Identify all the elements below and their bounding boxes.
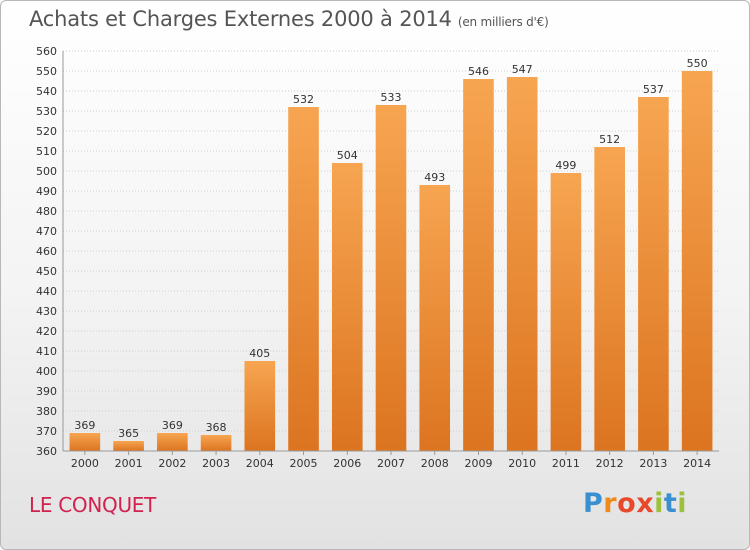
bar — [244, 361, 276, 451]
y-tick-label: 360 — [36, 445, 57, 458]
y-tick-label: 540 — [36, 85, 57, 98]
y-tick-label: 420 — [36, 325, 57, 338]
x-tick-label: 2013 — [639, 457, 667, 470]
bar — [288, 107, 319, 451]
y-tick-label: 520 — [36, 125, 57, 138]
bar-value-label: 369 — [162, 419, 183, 432]
bar — [463, 79, 494, 451]
x-tick-label: 2007 — [377, 457, 405, 470]
axis-layer: 360 370 380 390 400 410 420 430 440 450 460 470 480 4… — [36, 45, 719, 470]
y-tick-label: 450 — [36, 265, 57, 278]
bar-value-label: 369 — [74, 419, 95, 432]
bar-value-label: 547 — [512, 63, 533, 76]
x-tick-label: 2006 — [333, 457, 361, 470]
bar-value-label: 504 — [337, 149, 358, 162]
y-tick-label: 390 — [36, 385, 57, 398]
y-tick-label: 510 — [36, 145, 57, 158]
bar — [550, 173, 582, 451]
chart-title-text: Achats et Charges Externes 2000 à 2014 — [29, 7, 452, 31]
y-tick-label: 560 — [36, 45, 57, 58]
bar — [157, 433, 188, 451]
y-tick-label: 550 — [36, 65, 57, 78]
bar-value-label: 537 — [643, 83, 664, 96]
x-tick-label: 2014 — [683, 457, 711, 470]
y-tick-label: 500 — [36, 165, 57, 178]
y-tick-label: 440 — [36, 285, 57, 298]
bar-value-label: 512 — [599, 133, 620, 146]
x-tick-label: 2005 — [290, 457, 318, 470]
x-tick-label: 2008 — [421, 457, 449, 470]
bar — [638, 97, 669, 451]
bar — [69, 433, 101, 451]
bar — [506, 77, 538, 451]
bar — [681, 71, 713, 451]
x-tick-label: 2010 — [508, 457, 536, 470]
x-tick-label: 2004 — [246, 457, 274, 470]
logo-letter: o — [617, 488, 637, 519]
y-tick-label: 370 — [36, 425, 57, 438]
bar — [200, 435, 232, 451]
x-tick-label: 2003 — [202, 457, 230, 470]
bar — [419, 185, 451, 451]
bar-value-label: 532 — [293, 93, 314, 106]
y-tick-label: 480 — [36, 205, 57, 218]
y-tick-label: 530 — [36, 105, 57, 118]
bar — [331, 163, 363, 451]
bar-value-label: 493 — [424, 171, 445, 184]
chart-title: Achats et Charges Externes 2000 à 2014 (e… — [29, 7, 549, 31]
x-tick-label: 2001 — [115, 457, 143, 470]
chart-subtitle: (en milliers d'€) — [457, 15, 549, 29]
logo-letter: t — [663, 488, 678, 519]
x-tick-label: 2012 — [596, 457, 624, 470]
x-tick-label: 2002 — [158, 457, 186, 470]
logo-letter: r — [603, 488, 618, 519]
bars-layer: 369 365 369 368 405 532 504 533 493 546 547 499 512 5… — [69, 57, 713, 451]
bar-value-label: 365 — [118, 427, 139, 440]
y-tick-label: 470 — [36, 225, 57, 238]
town-name: LE CONQUET — [29, 493, 157, 517]
bar — [594, 147, 625, 451]
y-tick-label: 400 — [36, 365, 57, 378]
bar-value-label: 405 — [249, 347, 270, 360]
bar — [375, 105, 407, 451]
x-tick-label: 2011 — [552, 457, 580, 470]
y-tick-label: 460 — [36, 245, 57, 258]
bar-value-label: 550 — [687, 57, 708, 70]
bar-value-label: 499 — [555, 159, 576, 172]
logo-letter: i — [677, 488, 688, 519]
logo-letter: P — [583, 488, 604, 519]
y-tick-label: 430 — [36, 305, 57, 318]
logo-letter: x — [636, 488, 655, 519]
proxiti-logo[interactable]: Proxiti — [583, 488, 687, 519]
x-tick-label: 2009 — [464, 457, 492, 470]
bar-value-label: 533 — [381, 91, 402, 104]
bar-value-label: 368 — [206, 421, 227, 434]
y-tick-label: 490 — [36, 185, 57, 198]
logo-letter: i — [654, 488, 664, 519]
y-tick-label: 380 — [36, 405, 57, 418]
x-tick-label: 2000 — [71, 457, 99, 470]
bar-value-label: 546 — [468, 65, 489, 78]
y-tick-label: 410 — [36, 345, 57, 358]
bar — [113, 441, 144, 451]
